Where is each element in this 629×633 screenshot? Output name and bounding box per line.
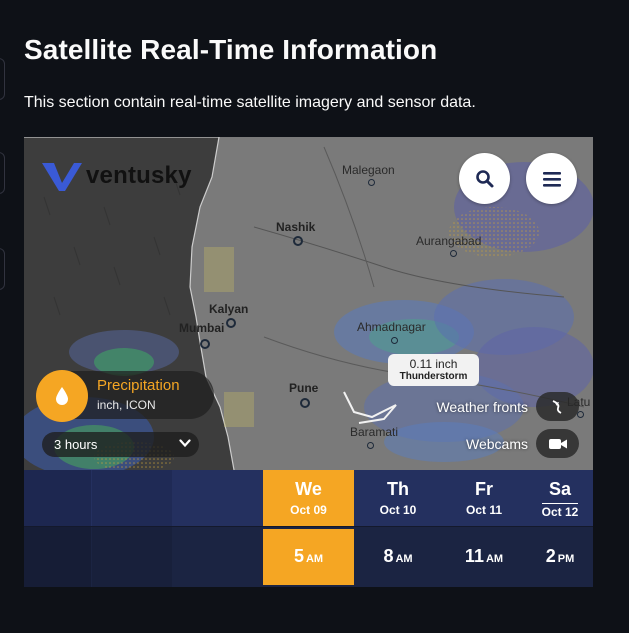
time-hour: 8 — [383, 546, 394, 566]
time-period: PM — [557, 553, 575, 565]
layer-selector[interactable]: Precipitation inch, ICON — [36, 370, 214, 422]
layer-title: Precipitation — [97, 377, 180, 394]
timeline-time[interactable]: 5 AM — [263, 529, 354, 585]
day-date: Oct 09 — [290, 503, 327, 517]
toggle-button[interactable] — [536, 429, 579, 458]
front-icon — [552, 399, 561, 414]
toggle-label: Weather fronts — [436, 398, 528, 415]
sidebar-edge-tab[interactable] — [0, 58, 5, 100]
city-marker — [300, 398, 310, 408]
page-description: This section contain real-time satellite… — [24, 94, 476, 111]
city-marker — [200, 339, 210, 349]
timeline-time-empty — [24, 527, 91, 587]
time-hour: 5 — [293, 546, 304, 566]
camera-icon — [548, 438, 567, 449]
timeline-day[interactable]: Sa Oct 12 — [527, 470, 593, 527]
timeline-days: We Oct 09 Th Oct 10 Fr Oct 11 Sa Oct 12 — [24, 470, 593, 527]
timeline-day-empty — [24, 470, 91, 527]
timeline-day[interactable]: We Oct 09 — [263, 470, 354, 527]
interval-select[interactable]: 3 hours — [42, 432, 199, 457]
sidebar-edge-tab[interactable] — [0, 152, 5, 194]
layer-subtitle: inch, ICON — [97, 398, 156, 412]
timeline-time[interactable]: 8 AM — [355, 527, 441, 587]
city-label: Baramati — [350, 425, 399, 439]
tooltip-label: Thunderstorm — [399, 371, 468, 382]
interval-value: 3 hours — [54, 437, 98, 452]
city-marker — [577, 411, 584, 418]
time-hour: 2 — [545, 546, 556, 566]
toggle-label: Webcams — [466, 435, 528, 452]
day-date: Oct 10 — [379, 503, 417, 517]
sidebar-edge-tab[interactable] — [0, 248, 5, 290]
menu-button[interactable] — [526, 153, 577, 204]
chevron-down-icon — [179, 439, 191, 448]
timeline-day[interactable]: Fr Oct 11 — [442, 470, 526, 527]
timeline-time-empty — [92, 527, 172, 587]
time-hour: 11 — [464, 546, 484, 566]
time-period: AM — [305, 553, 324, 565]
weather-map[interactable]: ventusky Malegaon Nashik Aurangabad Kaly… — [24, 137, 593, 470]
ventusky-logo[interactable]: ventusky — [40, 159, 192, 193]
ventusky-logo-icon — [42, 163, 82, 191]
city-label: Mumbai — [179, 321, 225, 335]
timeline-time[interactable]: 2 PM — [527, 527, 593, 587]
city-marker — [367, 442, 374, 449]
time-period: AM — [485, 553, 504, 565]
toggle-weather-fronts[interactable]: Weather fronts — [436, 392, 579, 421]
timeline-day-empty — [92, 470, 172, 527]
city-label: Kalyan — [209, 302, 249, 316]
day-name: We — [295, 479, 322, 499]
day-name: Sa — [548, 479, 572, 499]
tooltip-value: 0.11 inch — [409, 357, 458, 371]
weather-widget: ventusky Malegaon Nashik Aurangabad Kaly… — [24, 137, 593, 587]
city-label: Nashik — [276, 220, 316, 234]
city-marker — [226, 318, 236, 328]
city-marker — [450, 250, 457, 257]
day-name: Fr — [475, 479, 493, 499]
timeline-time[interactable]: 11 AM — [442, 527, 526, 587]
search-icon — [475, 169, 493, 187]
toggle-button[interactable] — [536, 392, 579, 421]
ventusky-brand-text: ventusky — [86, 162, 192, 189]
time-period: AM — [395, 553, 413, 565]
precipitation-tooltip: 0.11 inch Thunderstorm — [388, 354, 479, 386]
page-title: Satellite Real-Time Information — [24, 34, 438, 65]
city-marker — [391, 337, 398, 344]
search-button[interactable] — [459, 153, 510, 204]
city-label: Malegaon — [342, 163, 395, 177]
timeline-day[interactable]: Th Oct 10 — [355, 470, 441, 527]
day-name: Th — [387, 479, 409, 499]
droplet-icon — [36, 370, 88, 422]
toggle-webcams[interactable]: Webcams — [466, 429, 579, 458]
city-marker — [368, 179, 375, 186]
day-date: Oct 12 — [541, 503, 579, 519]
menu-icon — [542, 171, 561, 187]
city-label: Ahmadnagar — [357, 320, 426, 334]
day-date: Oct 11 — [465, 503, 503, 517]
city-marker — [293, 236, 303, 246]
city-label: Pune — [289, 381, 319, 395]
timeline-times: 5 AM 8 AM 11 AM 2 PM — [24, 527, 593, 587]
city-label: Aurangabad — [416, 234, 482, 248]
